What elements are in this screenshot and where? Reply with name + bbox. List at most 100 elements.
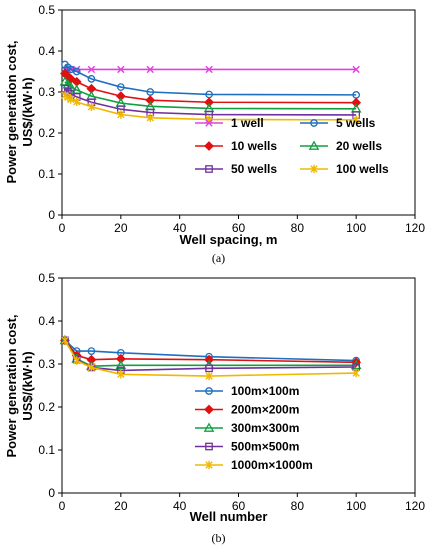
data-point [352, 65, 360, 74]
legend-entry: 10 wells [195, 139, 277, 153]
chart-b: 0 20 40 60 80 100 120 0 0.1 0.2 0.3 0.4 0.5 Well numb… [4, 271, 425, 545]
figure-caption: (a) [212, 251, 225, 265]
legend-swatch-marker [205, 442, 213, 451]
data-point [204, 97, 214, 108]
legend-label: 1 well [231, 116, 264, 130]
legend-label: 500m×500m [231, 440, 299, 454]
x-tick-label: 80 [291, 221, 305, 235]
series-1 [61, 65, 360, 74]
legend-swatch-marker [204, 404, 214, 415]
legend-label: 10 wells [231, 139, 277, 153]
data-point [117, 65, 125, 74]
series-line [64, 88, 357, 116]
y-tick-label: 0.2 [38, 126, 55, 140]
data-point [115, 91, 126, 102]
legend-entry: 20 wells [300, 139, 382, 153]
data-point [87, 75, 96, 83]
data-point [87, 65, 96, 74]
y-tick-label: 0.1 [38, 167, 55, 181]
data-point [352, 115, 360, 125]
series-line [64, 339, 357, 377]
series-line [64, 72, 357, 104]
legend-label: 100m×100m [231, 384, 299, 398]
x-tick-label: 20 [114, 499, 128, 513]
data-point [146, 65, 154, 74]
y-tick-label: 0 [48, 208, 55, 222]
data-point [87, 347, 96, 355]
data-point [204, 354, 214, 365]
data-point [117, 110, 125, 119]
data-point [205, 65, 213, 74]
series-3 [59, 334, 362, 371]
data-point [73, 356, 81, 365]
series-line [64, 339, 357, 362]
series-6 [61, 91, 360, 125]
data-point [205, 371, 213, 381]
data-point [87, 102, 96, 111]
data-point [73, 97, 81, 107]
x-tick-label: 60 [232, 221, 246, 235]
data-point [146, 113, 154, 123]
legend-swatch-marker [205, 165, 213, 173]
y-tick-label: 0.2 [38, 400, 55, 414]
legend-swatch-marker [204, 141, 214, 151]
legend-entry: 1000m×1000m [195, 458, 313, 472]
y-tick-label: 0.1 [38, 443, 55, 457]
y-tick-label: 0.5 [38, 271, 55, 285]
legend-entry: 50 wells [195, 162, 277, 176]
x-tick-label: 120 [405, 499, 425, 513]
y-tick-label: 0.3 [38, 85, 55, 99]
legend-label: 300m×300m [231, 421, 299, 435]
data-point [115, 353, 126, 364]
legend-entry: 100m×100m [195, 384, 299, 398]
data-point [87, 363, 96, 372]
legend-label: 200m×200m [231, 403, 299, 417]
x-tick-label: 120 [405, 221, 425, 235]
legend: 1 well 5 wells 10 wells 20 wells 50 wells 100… [195, 116, 389, 176]
legend-entry: 300m×300m [195, 421, 299, 435]
y-tick-label: 0 [48, 486, 55, 500]
legend-swatch-marker [203, 422, 215, 432]
data-point [61, 336, 69, 345]
y-axis-title-line2: US$/(kW·h) [20, 77, 35, 146]
data-point [72, 67, 81, 76]
data-point [67, 95, 75, 104]
x-tick-label: 80 [291, 499, 305, 513]
data-point [351, 97, 362, 108]
legend-label: 20 wells [336, 139, 382, 153]
series-4 [61, 336, 361, 375]
x-tick-label: 100 [346, 221, 366, 235]
data-point [145, 95, 156, 106]
x-tick-label: 40 [173, 221, 187, 235]
legend-swatch-marker [205, 387, 213, 395]
x-tick-label: 0 [59, 221, 66, 235]
legend-label: 100 wells [336, 162, 389, 176]
legend-swatch-marker [308, 140, 320, 150]
series-5 [61, 336, 360, 381]
legend-swatch-marker [310, 119, 318, 127]
data-point [115, 359, 127, 370]
figure-caption: (b) [212, 531, 226, 545]
y-tick-label: 0.4 [38, 44, 55, 58]
legend: 100m×100m 200m×200m 300m×300m 500m×500m 1000… [195, 384, 313, 472]
x-tick-label: 20 [114, 221, 128, 235]
legend-label: 5 wells [336, 116, 376, 130]
legend-entry: 1 well [195, 116, 264, 130]
legend-entry: 100 wells [300, 162, 389, 176]
x-tick-label: 100 [346, 499, 366, 513]
data-point [350, 359, 362, 370]
x-axis-title: Well number [190, 509, 268, 524]
data-point [116, 83, 125, 91]
legend-label: 1000m×1000m [231, 458, 313, 472]
y-axis-title-line1: Power generation cost, [4, 314, 19, 457]
data-point [205, 364, 213, 373]
series-line [64, 63, 357, 96]
legend-swatch-marker [205, 460, 213, 470]
legend-entry: 500m×500m [195, 440, 299, 454]
legend-swatch-marker [310, 164, 318, 174]
y-tick-label: 0.5 [38, 3, 55, 17]
legend-entry: 5 wells [300, 116, 376, 130]
legend-label: 50 wells [231, 162, 277, 176]
data-point [146, 88, 155, 96]
